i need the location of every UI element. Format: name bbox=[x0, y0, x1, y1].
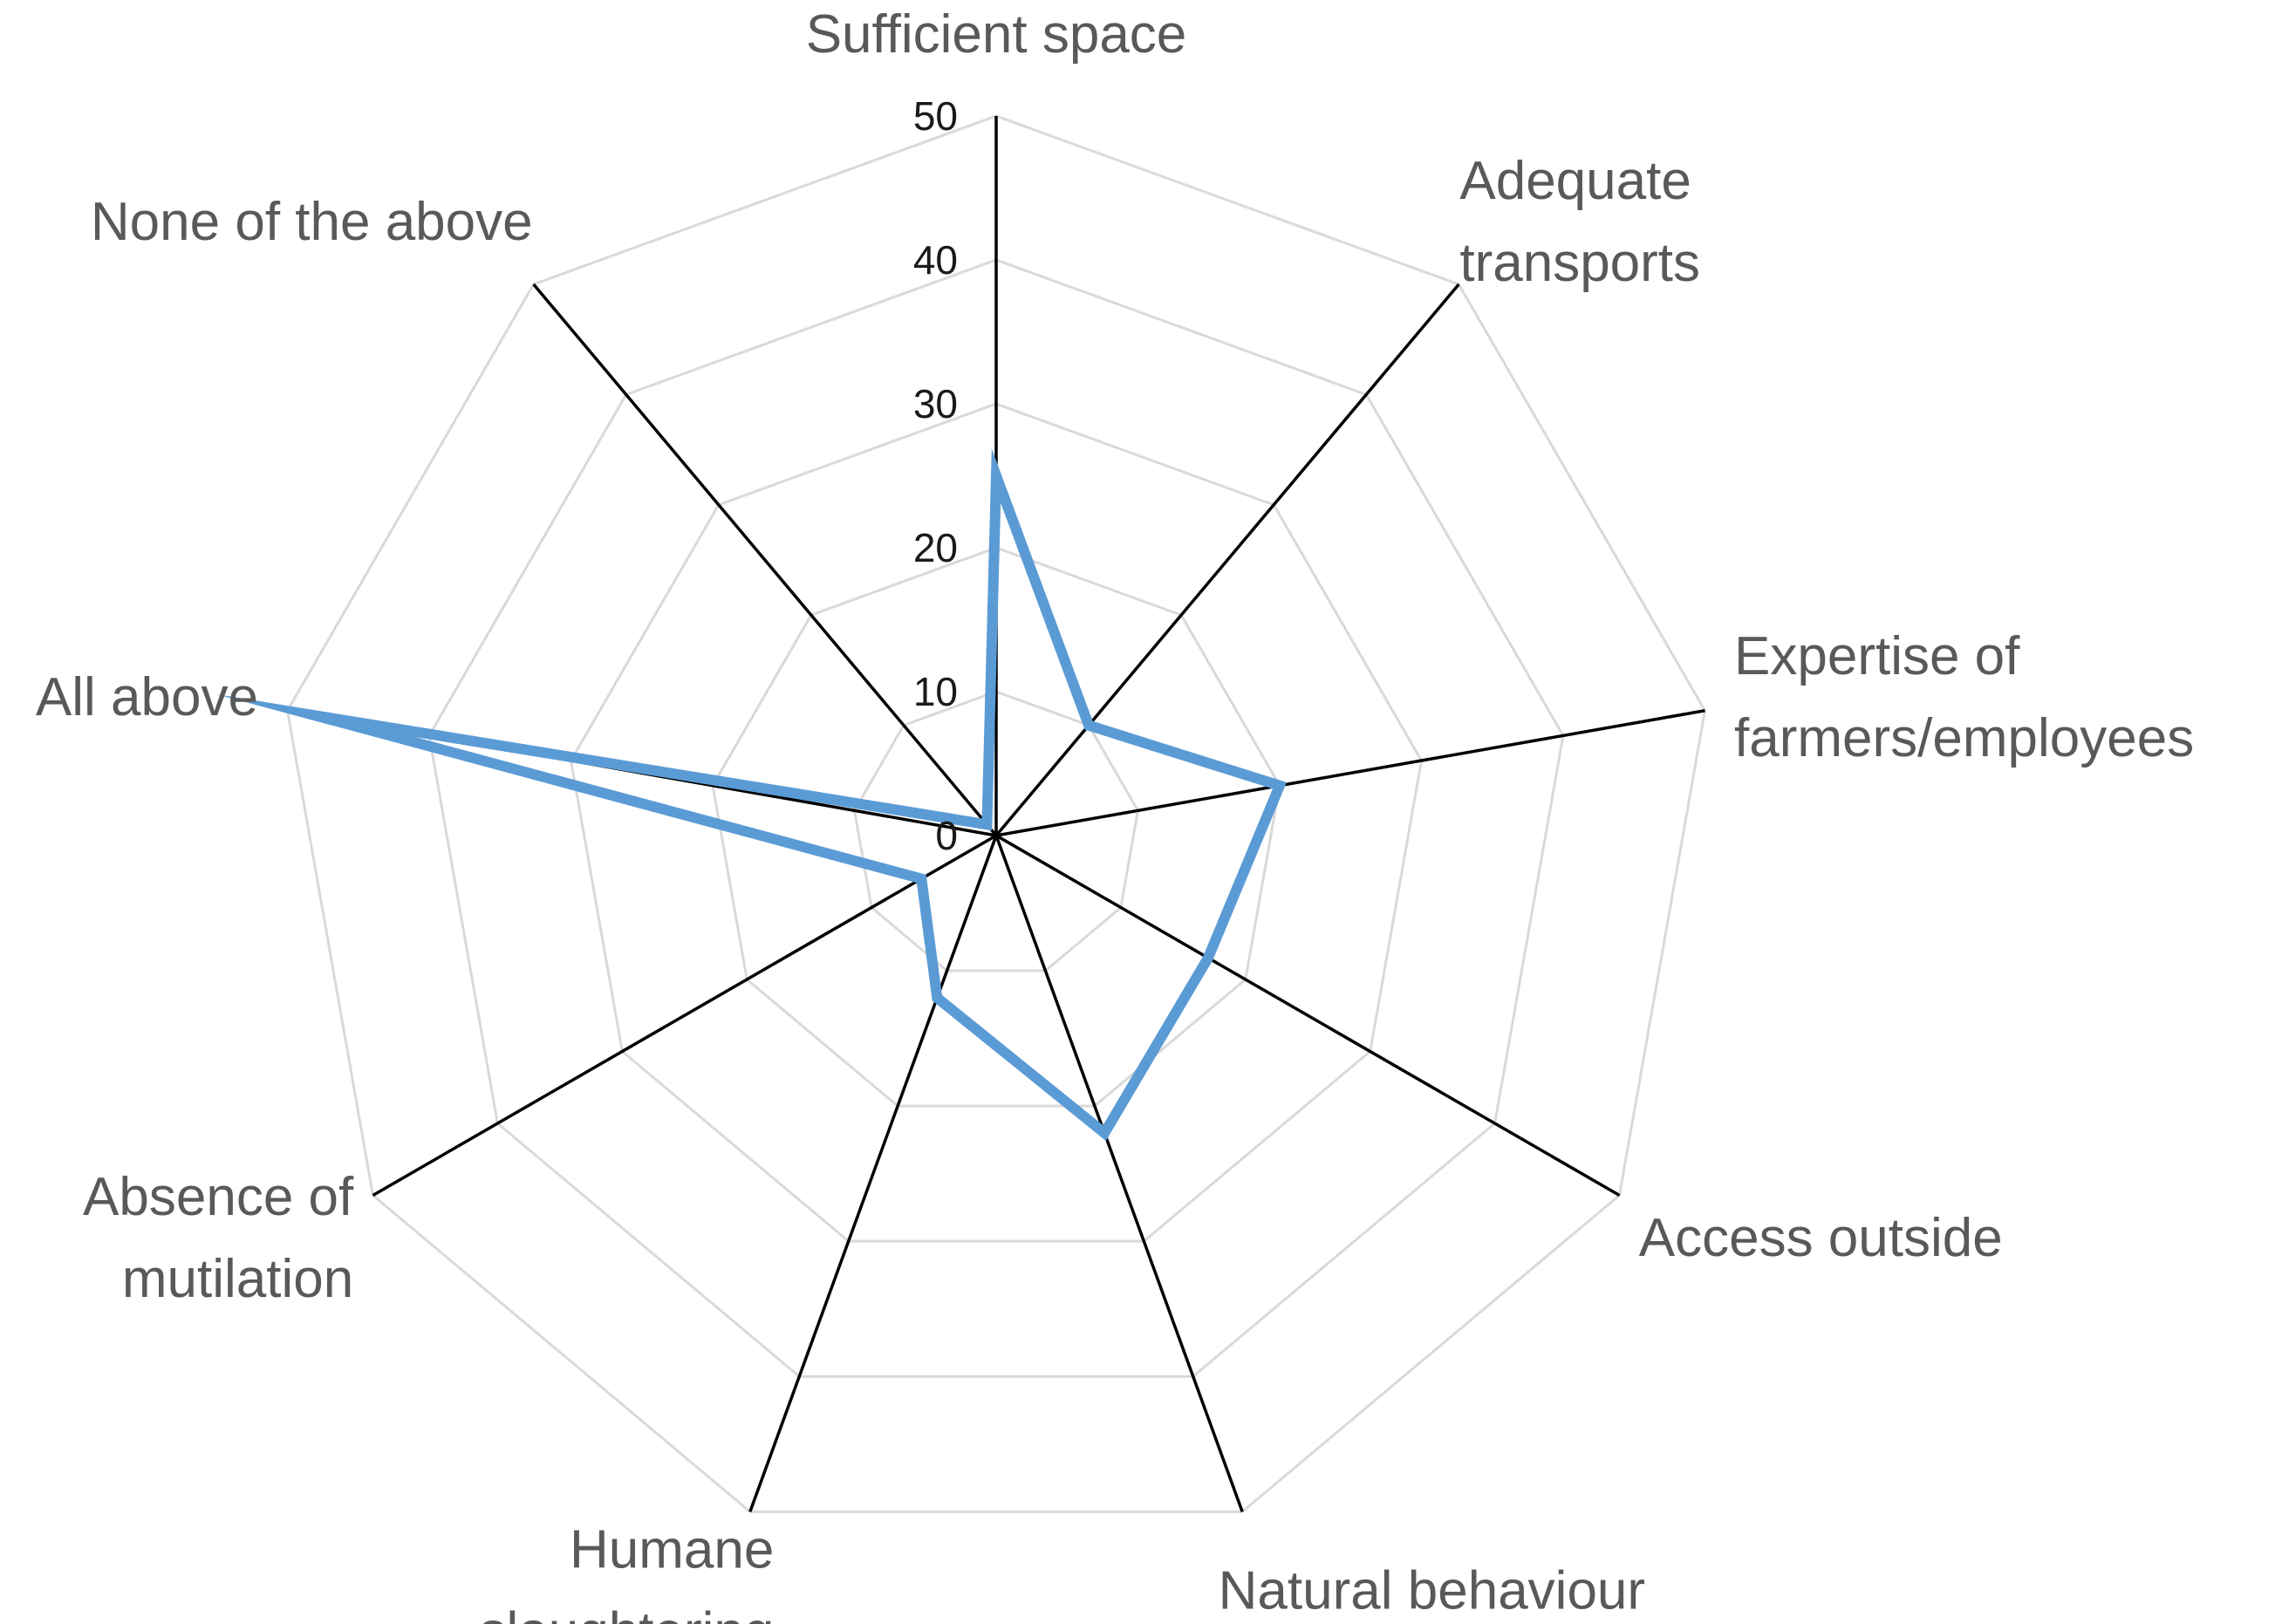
category-label-8: None of the above bbox=[91, 192, 533, 252]
category-label-6: Absence of mutilation bbox=[83, 1167, 354, 1309]
axis-spoke-5 bbox=[748, 835, 998, 1512]
category-label-7: All above bbox=[36, 667, 258, 727]
category-label-line: Expertise of bbox=[1734, 626, 2020, 686]
data-point-3 bbox=[1206, 957, 1209, 959]
category-label-line: transports bbox=[1459, 233, 1700, 293]
category-label-line: Adequate bbox=[1459, 151, 1691, 211]
category-label-line: Humane bbox=[570, 1520, 774, 1580]
tick-label-50: 50 bbox=[913, 93, 958, 139]
axis-spoke-3 bbox=[995, 834, 1621, 1198]
tick-label-0: 0 bbox=[935, 813, 958, 858]
category-label-2: Expertise of farmers/employees bbox=[1734, 626, 2194, 768]
category-label-line: Natural behaviour bbox=[1219, 1561, 1645, 1621]
category-label-4: Natural behaviour bbox=[1219, 1561, 1645, 1621]
tick-label-40: 40 bbox=[913, 237, 958, 283]
category-label-5: Humane slaughtering bbox=[480, 1520, 775, 1624]
axis-spoke-8 bbox=[532, 283, 998, 837]
data-point-2 bbox=[1278, 784, 1281, 787]
tick-label-20: 20 bbox=[913, 525, 958, 570]
category-label-line: None of the above bbox=[91, 192, 533, 252]
grid-ring-20 bbox=[711, 546, 1281, 1108]
category-label-line: All above bbox=[36, 667, 258, 727]
tick-label-10: 10 bbox=[913, 669, 958, 714]
tick-label-30: 30 bbox=[913, 381, 958, 426]
grid-ring-50 bbox=[285, 114, 1707, 1513]
category-label-line: Absence of bbox=[83, 1167, 354, 1227]
axis-spoke-4 bbox=[994, 835, 1244, 1512]
category-label-3: Access outside bbox=[1639, 1208, 2003, 1268]
category-label-line: slaughtering bbox=[480, 1602, 775, 1624]
axis-spoke-2 bbox=[995, 709, 1705, 837]
category-label-0: Sufficient space bbox=[806, 4, 1187, 65]
axis-spoke-6 bbox=[372, 834, 997, 1198]
data-point-5 bbox=[936, 997, 939, 1000]
data-point-1 bbox=[1088, 724, 1090, 727]
data-point-0 bbox=[995, 474, 997, 477]
data-point-6 bbox=[920, 877, 923, 880]
data-point-4 bbox=[1103, 1132, 1106, 1135]
grid-ring-40 bbox=[427, 258, 1565, 1378]
data-point-7 bbox=[315, 714, 318, 717]
series-line-0 bbox=[215, 448, 1288, 1142]
axis-spoke-1 bbox=[994, 283, 1460, 837]
category-label-line: farmers/employees bbox=[1734, 708, 2194, 768]
category-label-line: mutilation bbox=[122, 1249, 353, 1309]
grid-ring-30 bbox=[569, 402, 1424, 1243]
category-label-1: Adequate transports bbox=[1459, 151, 1700, 293]
category-label-line: Access outside bbox=[1639, 1208, 2003, 1268]
grid-ring-10 bbox=[852, 690, 1140, 972]
data-point-8 bbox=[986, 823, 988, 826]
category-label-line: Sufficient space bbox=[806, 4, 1187, 65]
